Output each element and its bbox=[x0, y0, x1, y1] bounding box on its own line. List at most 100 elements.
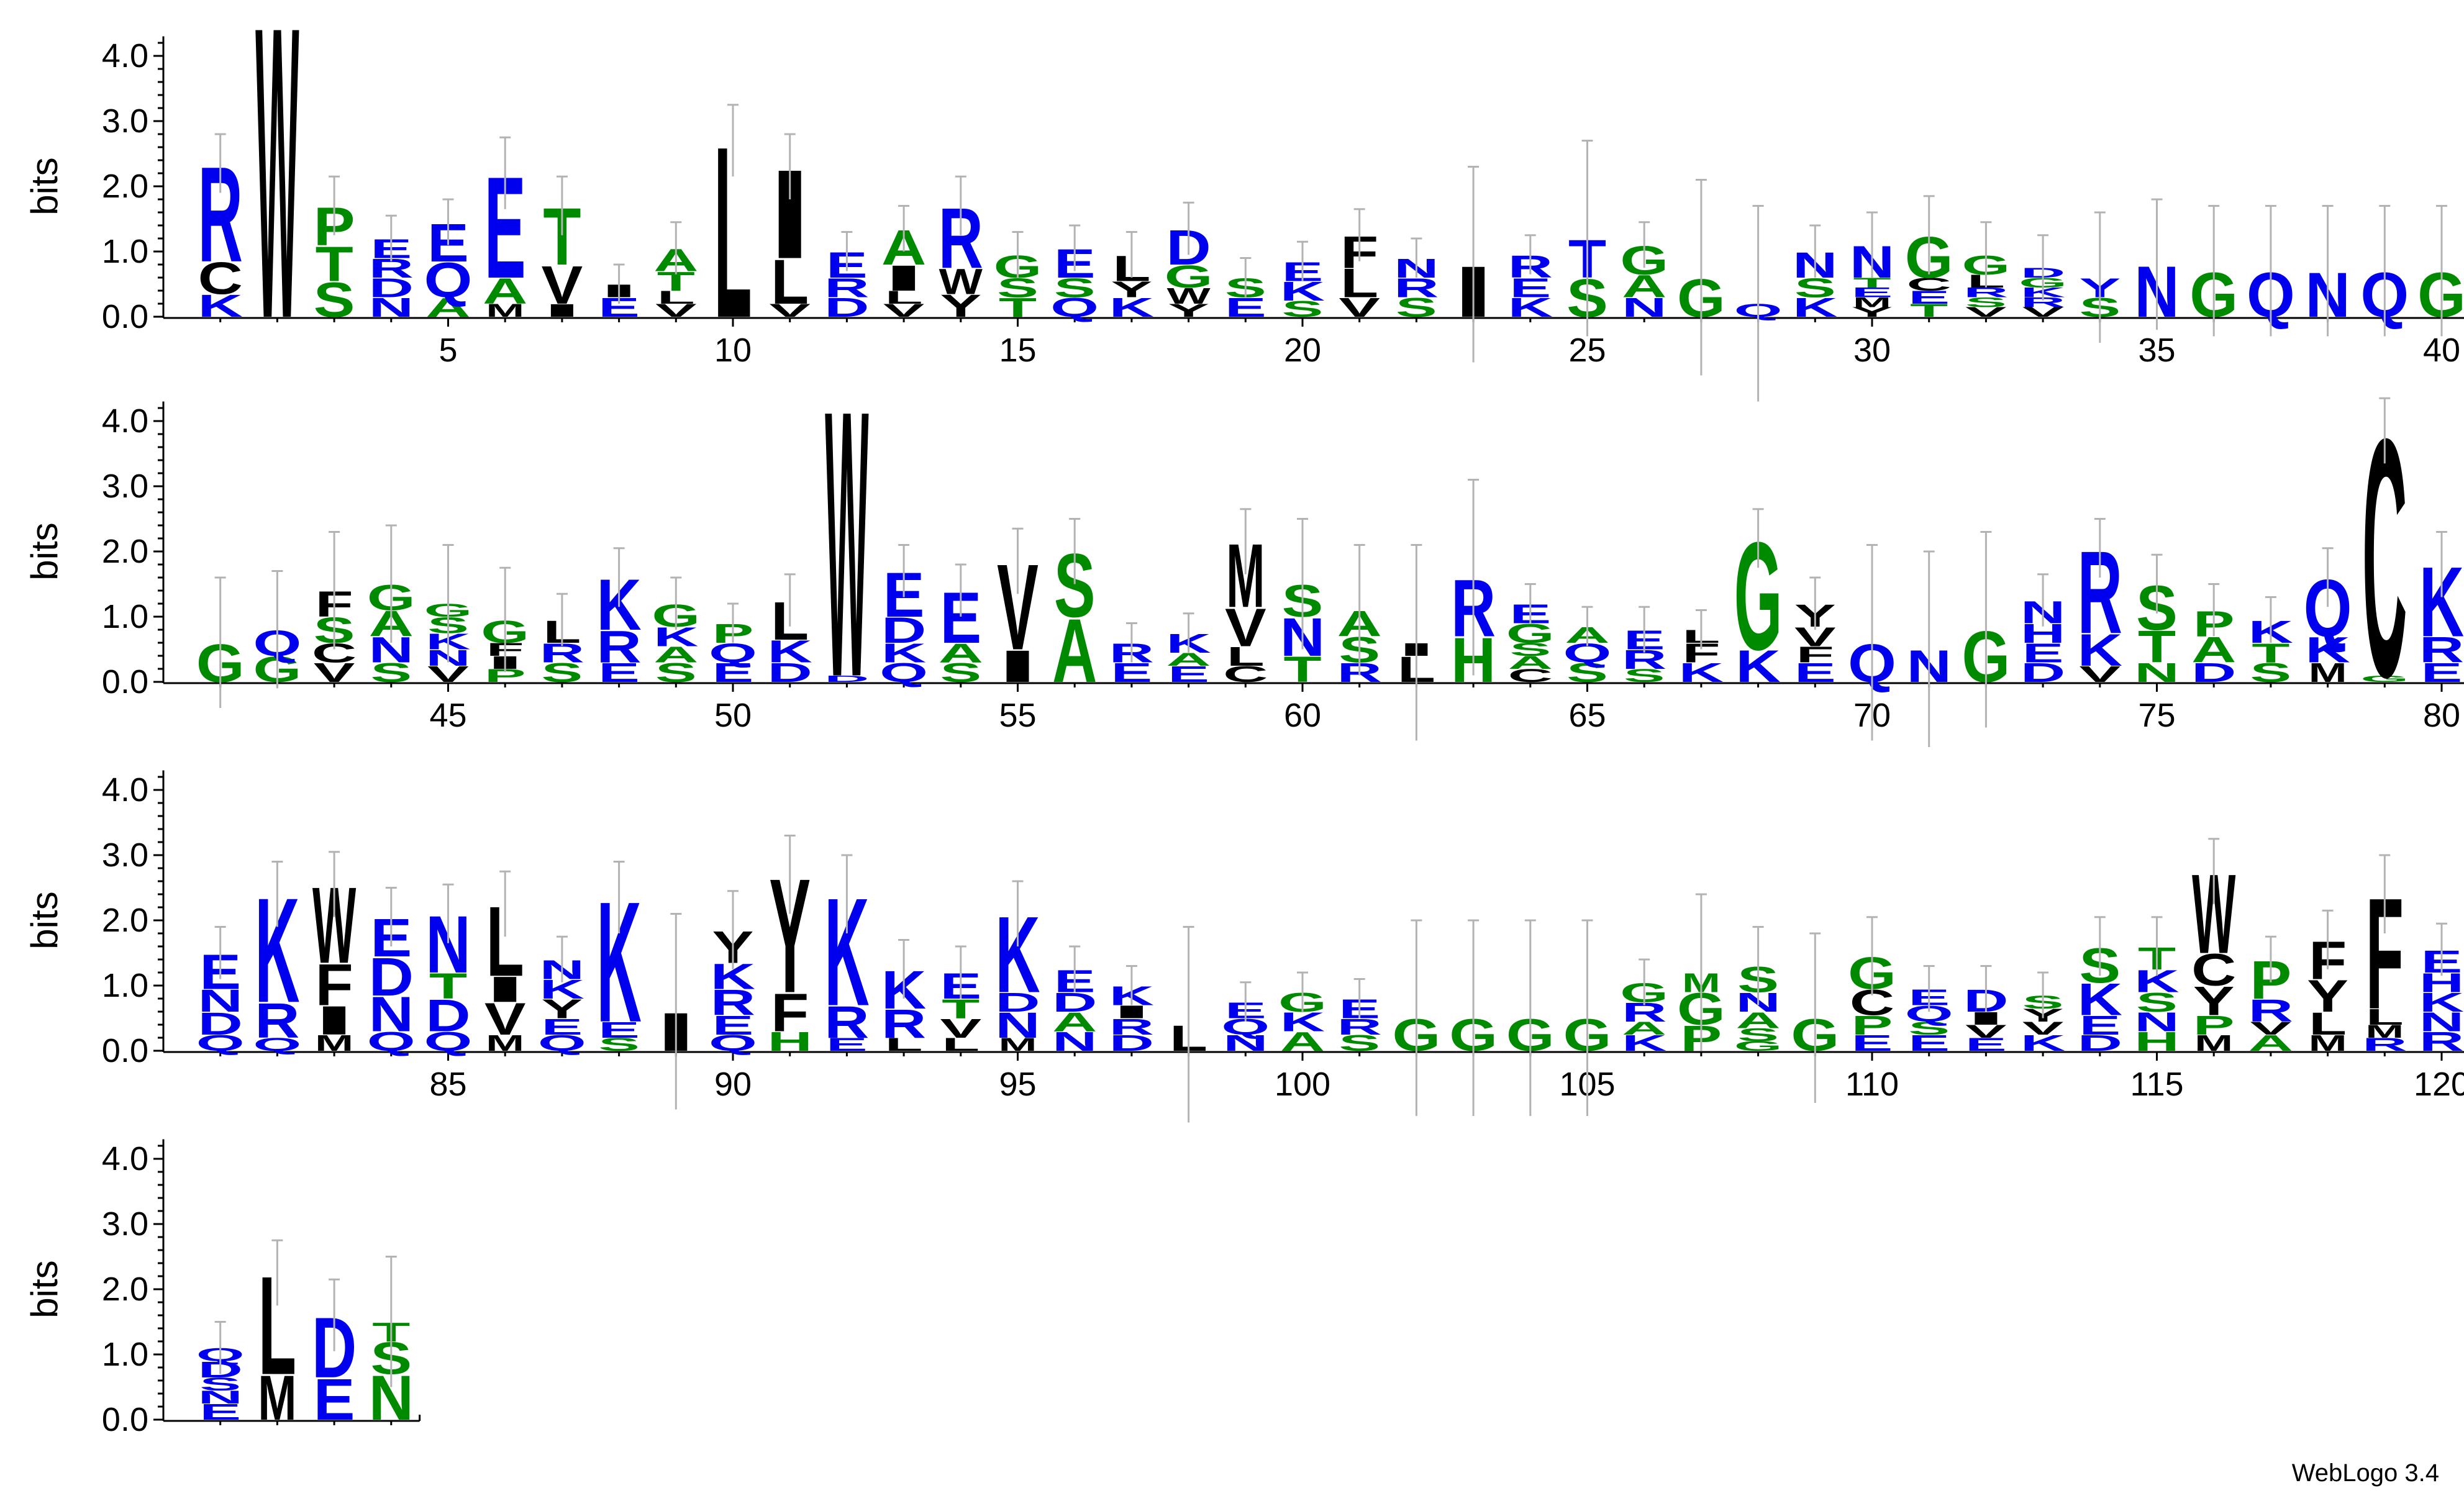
logo-letter: S bbox=[997, 273, 1039, 303]
logo-letter: K bbox=[1679, 658, 1724, 688]
logo-letter: N bbox=[1052, 1027, 1097, 1057]
logo-letter: E bbox=[1908, 287, 1950, 307]
logo-letter: R bbox=[1337, 1014, 1382, 1040]
logo-letter: Q bbox=[709, 1030, 757, 1056]
logo-letter: H bbox=[768, 1027, 812, 1057]
logo-stack: DRE bbox=[824, 231, 870, 323]
logo-stack: QSE bbox=[1050, 224, 1099, 323]
logo-stack: RSA bbox=[1337, 544, 1382, 688]
y-tick-label: 3.0 bbox=[102, 468, 148, 505]
y-tick-label: 0.0 bbox=[102, 663, 148, 701]
logo-letter: A bbox=[483, 271, 527, 312]
logo-letter: V bbox=[484, 994, 526, 1045]
x-tick-label: 40 bbox=[2423, 332, 2460, 369]
logo-letter: D bbox=[1109, 1030, 1154, 1056]
logo-letter: I bbox=[882, 258, 925, 299]
logo-letter: A bbox=[1508, 652, 1553, 673]
logo-letter: E bbox=[1168, 661, 1209, 687]
logo-letter: I bbox=[996, 641, 1039, 692]
logo-stack: NAG bbox=[1620, 221, 1668, 323]
logo-letter: V bbox=[1965, 1021, 2007, 1041]
logo-letter: R bbox=[711, 982, 755, 1023]
logo-letter: D bbox=[425, 991, 470, 1041]
logo-letter: V bbox=[2022, 1018, 2064, 1038]
logo-letter: H bbox=[2134, 1027, 2179, 1057]
logo-letter: S bbox=[542, 658, 583, 688]
logo-letter: I bbox=[540, 301, 583, 321]
logo-letter: Q bbox=[1050, 292, 1099, 323]
logo-letter: S bbox=[1396, 292, 1437, 323]
logo-stack: G bbox=[1449, 919, 1498, 1116]
x-tick-label: 75 bbox=[2138, 697, 2175, 734]
x-tick-label: 10 bbox=[714, 332, 752, 369]
logo-stack: AKG bbox=[1278, 971, 1327, 1057]
logo-letter: D bbox=[881, 610, 926, 651]
logo-stack: KCR bbox=[198, 133, 243, 324]
logo-letter: R bbox=[2419, 630, 2464, 670]
logo-stack: QRK bbox=[253, 861, 301, 1054]
logo-stack: Q bbox=[2360, 205, 2409, 337]
logo-letter: K bbox=[1622, 1030, 1666, 1056]
logo-stack: G bbox=[1506, 919, 1555, 1116]
logo-letter: S bbox=[199, 1374, 241, 1394]
logo-letter: A bbox=[1052, 601, 1097, 701]
logo-letter: V bbox=[883, 300, 925, 320]
logo-letter: L bbox=[1227, 642, 1265, 672]
logo-stack: KER bbox=[1508, 234, 1553, 323]
logo-letter: I bbox=[1110, 1002, 1153, 1022]
logo-stack: N bbox=[1907, 550, 1952, 747]
logo-letter: S bbox=[1509, 639, 1551, 660]
logo-letter: V bbox=[2079, 661, 2121, 687]
logo-row-4: 0.0 1.0 2.0 3.0 4.0 bits bbox=[24, 1139, 421, 1438]
logo-stack: AQE bbox=[424, 198, 472, 323]
logo-stack: DAP bbox=[2191, 583, 2236, 688]
y-tick-label: 4.0 bbox=[102, 1140, 148, 1177]
logo-letter: K bbox=[1735, 641, 1780, 692]
x-tick-label: 55 bbox=[999, 697, 1036, 734]
logo-stack: VLI bbox=[768, 133, 811, 320]
logo-letter: T bbox=[2252, 638, 2289, 668]
logo-letter: A bbox=[939, 638, 983, 668]
logo-letter: Y bbox=[542, 994, 583, 1024]
logo-letter: T bbox=[2138, 622, 2176, 673]
x-tick-label: 110 bbox=[1845, 1066, 1899, 1103]
logo-stack: ER bbox=[1109, 622, 1154, 688]
logo-letter: M bbox=[998, 1035, 1037, 1054]
logo-stack: LRK bbox=[881, 939, 926, 1054]
logo-letter: S bbox=[1282, 296, 1324, 322]
logo-letter: E bbox=[712, 1010, 754, 1041]
logo-letter: K bbox=[881, 638, 927, 668]
logo-stack: NST bbox=[369, 1256, 414, 1433]
logo-letter: S bbox=[1794, 273, 1836, 303]
y-tick-label: 1.0 bbox=[102, 1336, 148, 1373]
logo-letter: E bbox=[826, 1034, 868, 1054]
logo-letter: P bbox=[1852, 1010, 1893, 1041]
logo-stack: IVT bbox=[540, 175, 584, 321]
logo-letter: E bbox=[2421, 658, 2463, 688]
logo-stack: YWR bbox=[939, 175, 983, 324]
x-tick-label: 100 bbox=[1275, 1066, 1330, 1103]
logo-letter: A bbox=[2248, 1030, 2293, 1056]
logo-letter: V bbox=[2250, 1018, 2292, 1038]
y-tick-label: 4.0 bbox=[102, 37, 148, 75]
logo-letter: W bbox=[825, 332, 869, 756]
logo-letter: V bbox=[1965, 304, 2007, 319]
logo-letter: G bbox=[1165, 258, 1213, 294]
logo-letter: Q bbox=[709, 638, 757, 668]
logo-letter: D bbox=[995, 987, 1040, 1018]
logo-letter: E bbox=[598, 1017, 640, 1043]
logo-letter: R bbox=[2248, 992, 2293, 1028]
